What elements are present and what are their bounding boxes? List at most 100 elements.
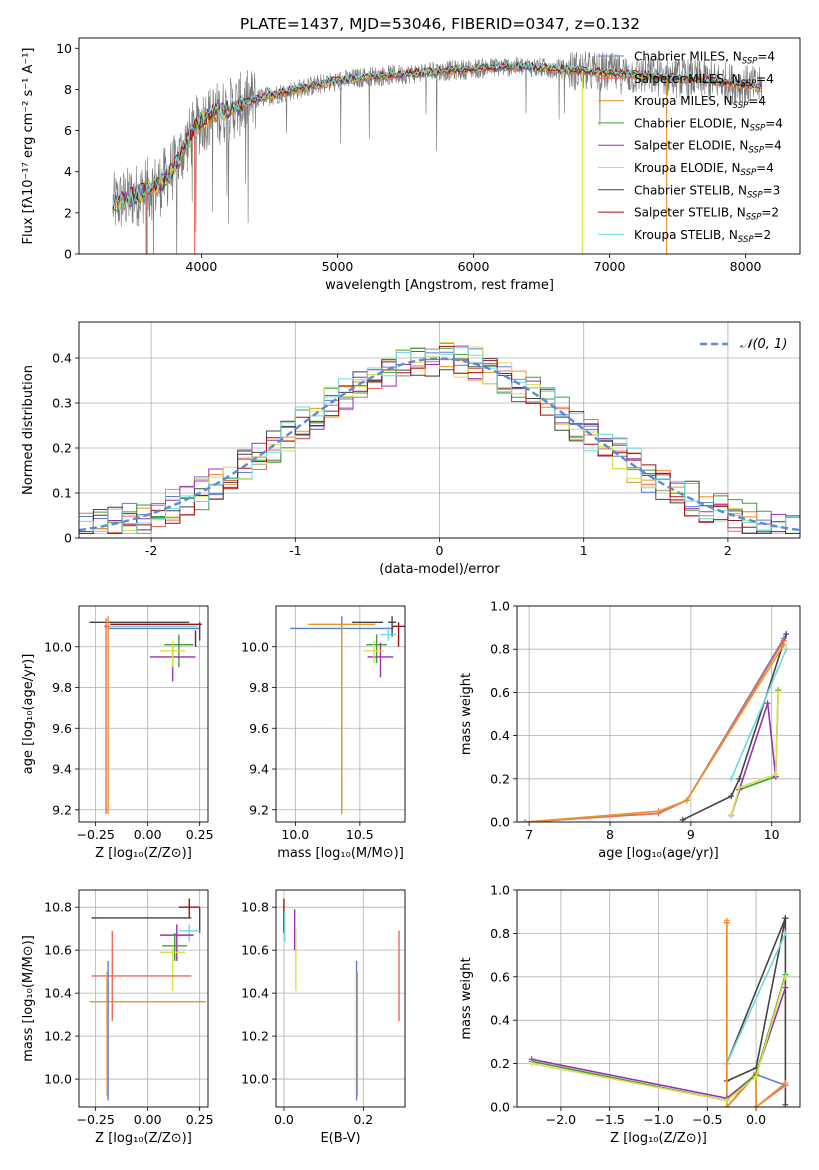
weight-line: [726, 933, 787, 1064]
legend-label: Chabrier STELIB, NSSP=3: [634, 183, 780, 200]
x-tick-label: 2: [724, 543, 732, 558]
weight-marker: [736, 775, 743, 782]
x-tick-label: −0.25: [76, 827, 114, 842]
y-tick-label: 4: [64, 164, 72, 179]
y-tick-label: 0.6: [490, 969, 510, 984]
panel-spectrum: 4000 5000 6000 7000 8000 0 2 4 6 8 10 Chabrier MILE…: [21, 37, 801, 293]
y-tick-label: 10.8: [44, 900, 72, 915]
legend-tail: =3: [763, 183, 781, 197]
weight-marker: [782, 1080, 789, 1087]
histogram-step: [79, 347, 800, 534]
model-line: [112, 60, 762, 210]
x-tick-label: -2: [145, 543, 157, 558]
x-tick-label: 0.2: [353, 1112, 373, 1127]
y-tick-label: 2: [64, 205, 72, 220]
weight-marker: [683, 797, 690, 804]
legend-tail: =4: [764, 139, 782, 153]
legend-tail: =2: [754, 228, 772, 242]
panel-residuals: -2 -1 0 1 2 0 0.1 0.2 0.3 0.4 𝒩(0, 1) (data-model)/…: [21, 321, 801, 577]
y-tick-label: 0.8: [490, 926, 510, 941]
x-tick-label: −2.0: [546, 1112, 576, 1127]
data-spectrum-line: [112, 51, 763, 254]
y-tick-label: 1.0: [490, 599, 510, 614]
legend-label: Salpeter ELODIE, NSSP=4: [634, 139, 782, 156]
y-tick-label: 1.0: [490, 883, 510, 898]
legend-subscript: SSP: [741, 79, 757, 89]
weight-marker: [522, 819, 529, 822]
y-tick-label: 10.0: [44, 1072, 72, 1087]
y-tick-label: 10.6: [44, 943, 72, 958]
legend-subscript: SSP: [747, 190, 763, 200]
histogram-step: [79, 347, 800, 534]
legend-subscript: SSP: [750, 123, 766, 133]
y-tick-label: 9.2: [52, 802, 72, 817]
figure-title: PLATE=1437, MJD=53046, FIBERID=0347, z=0…: [240, 15, 640, 33]
axes-frame: [78, 321, 801, 539]
panel-age_vs_mass: 10.0 10.5 9.2 9.4 9.6 9.8 10.0 mass [log₁₀(M/M⊙…: [241, 605, 406, 861]
legend-tail: =4: [748, 94, 766, 108]
weight-marker: [764, 700, 771, 707]
x-tick-label: −0.5: [692, 1112, 722, 1127]
y-axis-label: Normed distribution: [21, 365, 36, 495]
y-tick-label: 10.4: [241, 986, 269, 1001]
y-tick-label: 0.4: [490, 1013, 510, 1028]
histogram-step: [79, 342, 800, 534]
weight-marker: [782, 973, 789, 980]
y-axis-label: mass [log₁₀(M/M⊙)]: [21, 935, 36, 1062]
axes-frame: [78, 605, 209, 823]
plot-area: [89, 616, 202, 814]
x-tick-label: 8000: [730, 259, 762, 274]
x-axis-label: Z [log₁₀(Z/Z⊙)]: [610, 1131, 707, 1146]
axes-frame: [516, 889, 801, 1108]
y-tick-label: 10.2: [44, 1029, 72, 1044]
x-tick-label: 0.00: [134, 1112, 162, 1127]
x-tick-label: 7: [525, 827, 533, 842]
histogram-step: [79, 347, 800, 534]
y-tick-label: 9.6: [249, 721, 269, 736]
weight-marker: [723, 1097, 730, 1104]
y-tick-label: 10.0: [44, 639, 72, 654]
weight-line: [726, 917, 787, 1064]
x-tick-label: 0: [436, 543, 444, 558]
y-axis-label: Flux [fλ10⁻¹⁷ erg cm⁻² s⁻¹ A⁻¹]: [21, 48, 36, 245]
y-tick-label: 0.4: [490, 728, 510, 743]
weight-marker: [782, 915, 789, 922]
y-tick-label: 10: [56, 41, 72, 56]
legend-label: Kroupa ELODIE, NSSP=4: [634, 161, 774, 178]
weight-line: [726, 918, 787, 1105]
legend-label: Kroupa STELIB, NSSP=2: [634, 228, 771, 245]
weight-line: [525, 637, 785, 822]
y-tick-label: 0.3: [52, 396, 72, 411]
x-axis-label: Z [log₁₀(Z/Z⊙)]: [95, 846, 192, 861]
weight-marker: [783, 631, 790, 638]
x-tick-label: −1.0: [643, 1112, 673, 1127]
y-axis-label: mass weight: [459, 673, 474, 755]
x-axis-label: (data-model)/error: [379, 562, 500, 577]
x-axis-label: age [log₁₀(age/yr)]: [598, 846, 719, 861]
weight-line: [730, 648, 788, 780]
legend-subscript: SSP: [742, 57, 758, 67]
histogram-step: [79, 360, 800, 534]
y-tick-label: 10.2: [241, 1029, 269, 1044]
weight-marker: [772, 771, 779, 778]
y-tick-label: 10.4: [44, 986, 72, 1001]
legend-subscript: SSP: [733, 101, 749, 111]
x-tick-label: 5000: [322, 259, 354, 274]
y-tick-label: 10.8: [241, 900, 269, 915]
histogram-step: [79, 358, 800, 534]
plot-area: [112, 51, 763, 254]
weight-line: [730, 702, 777, 816]
weight-line: [525, 644, 785, 822]
legend-tail: =4: [756, 72, 774, 86]
x-tick-label: 10: [764, 827, 780, 842]
legend-tail: =2: [761, 206, 779, 220]
y-tick-label: 0: [64, 247, 72, 262]
y-tick-label: 10.0: [241, 1072, 269, 1087]
legend-tail: =4: [765, 116, 783, 130]
weight-marker: [728, 793, 735, 800]
y-tick-label: 0.8: [490, 642, 510, 657]
y-tick-label: 10.6: [241, 943, 269, 958]
legend-label: Kroupa MILES, NSSP=4: [634, 94, 766, 111]
weight-line: [531, 987, 787, 1100]
y-tick-label: 0.2: [52, 441, 72, 456]
